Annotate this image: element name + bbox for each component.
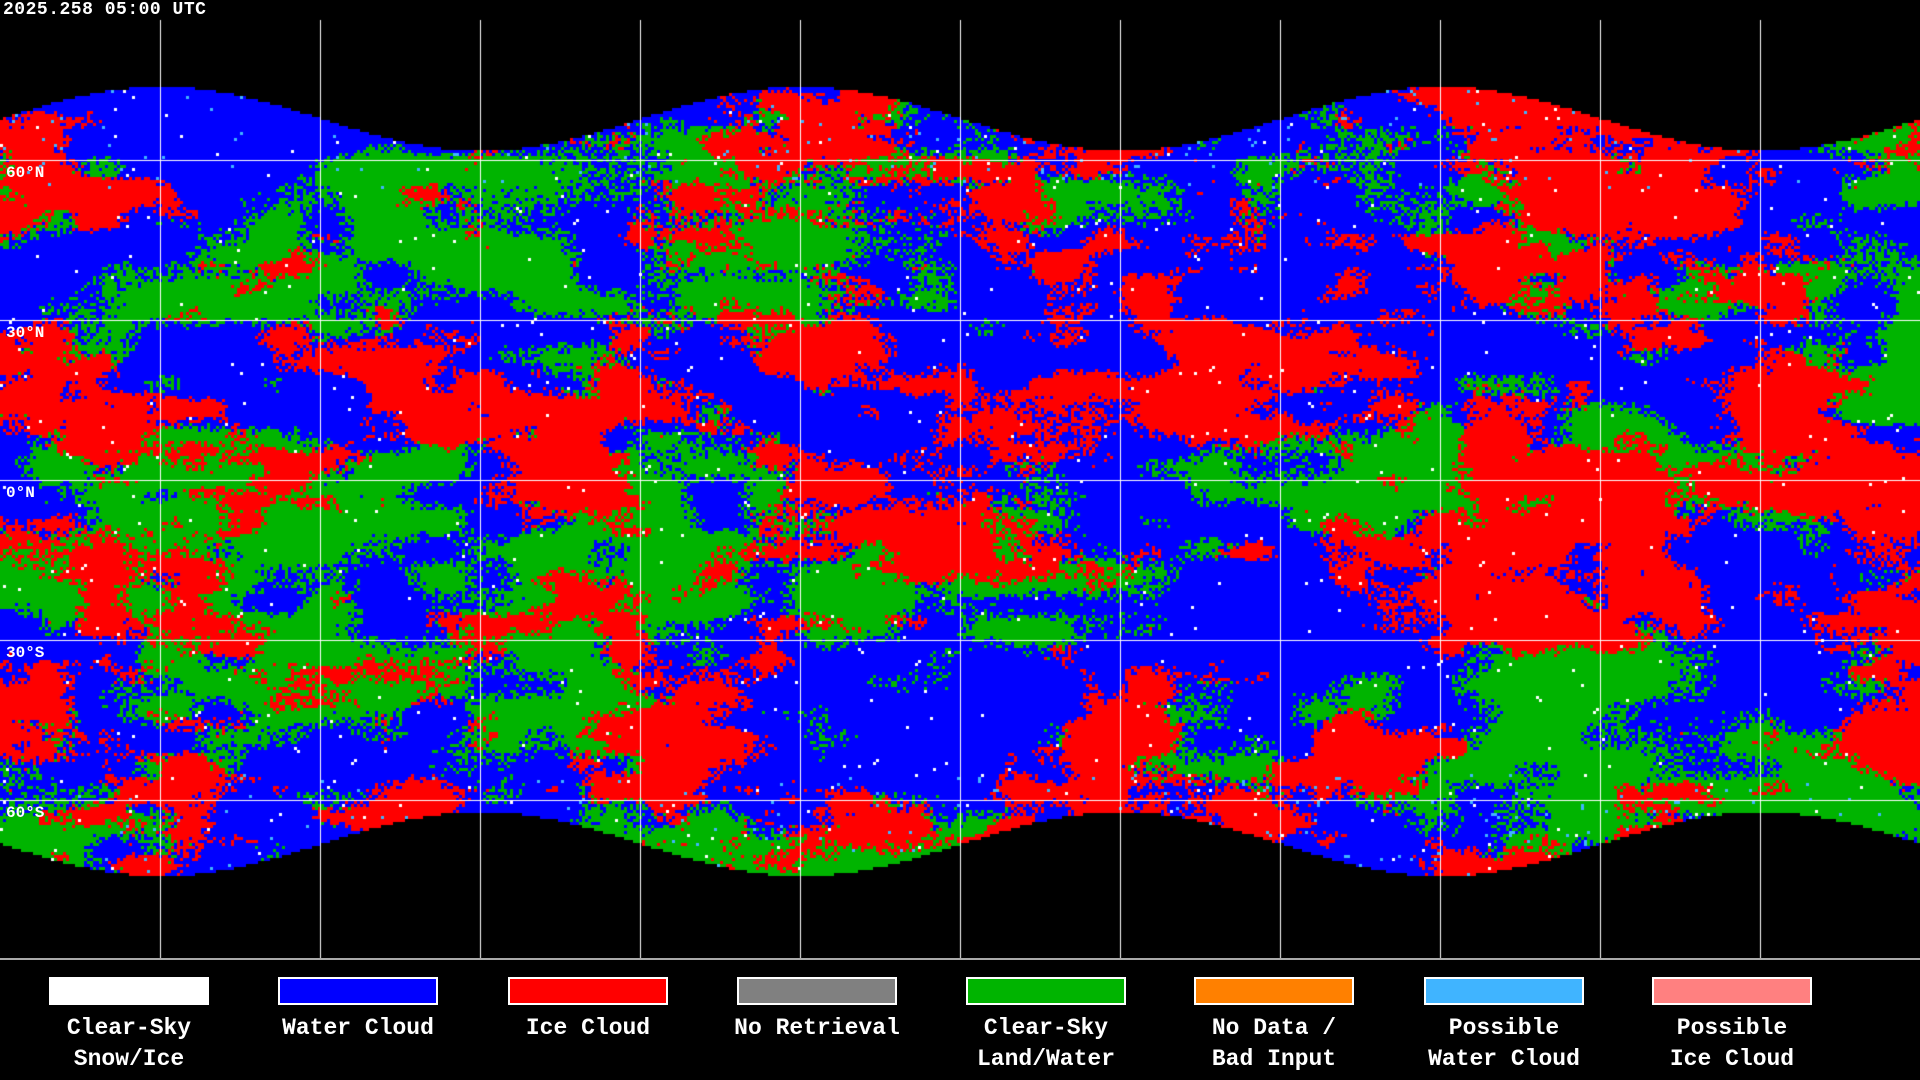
- legend-label-line1: Clear-Sky: [983, 1015, 1109, 1041]
- lat-label-60n: 60°N: [6, 164, 45, 182]
- legend-item: No Data / Bad Input: [1159, 976, 1389, 1075]
- legend-swatch: [1423, 976, 1585, 1006]
- legend-label: Possible Water Cloud: [1389, 1013, 1619, 1075]
- legend-label-line2: Land/Water: [976, 1046, 1116, 1072]
- legend-item: No Retrieval: [702, 976, 932, 1044]
- legend-label: Ice Cloud: [473, 1013, 703, 1044]
- timestamp-title: 2025.258 05:00 UTC: [3, 0, 207, 20]
- legend-swatch: [736, 976, 898, 1006]
- lat-label-30n: 30°N: [6, 324, 45, 342]
- legend-label-line2: Ice Cloud: [1669, 1046, 1795, 1072]
- legend-swatch: [1193, 976, 1355, 1006]
- legend-label: Water Cloud: [243, 1013, 473, 1044]
- legend-label-line1: Water Cloud: [282, 1015, 434, 1041]
- lat-label-30s: 30°S: [6, 644, 45, 662]
- legend-label: No Retrieval: [702, 1013, 932, 1044]
- legend-label-line2: Bad Input: [1211, 1046, 1337, 1072]
- lat-label-0n: 0°N: [6, 484, 35, 502]
- legend-label-line2: Snow/Ice: [73, 1046, 185, 1072]
- legend-label-line2: Water Cloud: [1428, 1046, 1580, 1072]
- legend-label-line1: No Data /: [1211, 1015, 1337, 1041]
- legend-item: Ice Cloud: [473, 976, 703, 1044]
- legend-item: Water Cloud: [243, 976, 473, 1044]
- legend-label: Clear-Sky Land/Water: [931, 1013, 1161, 1075]
- legend-swatch: [507, 976, 669, 1006]
- legend-label-line1: Possible: [1676, 1015, 1788, 1041]
- legend-item: Clear-Sky Snow/Ice: [14, 976, 244, 1075]
- legend-label-line1: Clear-Sky: [66, 1015, 192, 1041]
- legend-item: Possible Ice Cloud: [1617, 976, 1847, 1075]
- legend-swatch: [965, 976, 1127, 1006]
- legend-label: No Data / Bad Input: [1159, 1013, 1389, 1075]
- legend-label-line1: Ice Cloud: [525, 1015, 651, 1041]
- lat-label-60s: 60°S: [6, 804, 45, 822]
- legend-label: Possible Ice Cloud: [1617, 1013, 1847, 1075]
- legend-label-line1: No Retrieval: [734, 1015, 900, 1041]
- legend-swatch: [277, 976, 439, 1006]
- cloud-phase-map: 2025.258 05:00 UTC 60°N 30°N 0°N 30°S 60…: [0, 0, 1920, 960]
- cloud-phase-raster: [0, 0, 1920, 958]
- legend-item: Clear-Sky Land/Water: [931, 976, 1161, 1075]
- legend-label: Clear-Sky Snow/Ice: [14, 1013, 244, 1075]
- legend-item: Possible Water Cloud: [1389, 976, 1619, 1075]
- legend-label-line1: Possible: [1448, 1015, 1560, 1041]
- legend-swatch: [1651, 976, 1813, 1006]
- legend-swatch: [48, 976, 210, 1006]
